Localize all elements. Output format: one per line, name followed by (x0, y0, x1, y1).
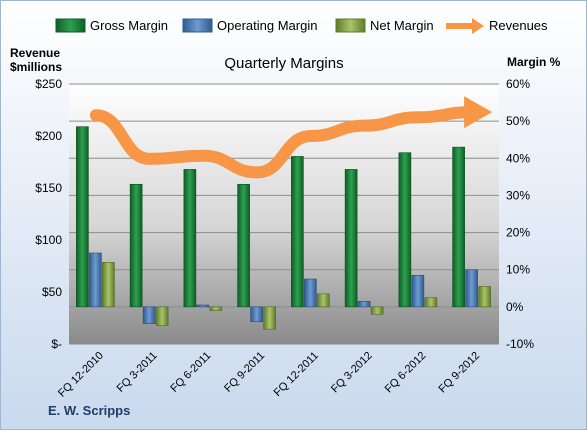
left-tick-label: $200 (35, 129, 62, 143)
left-axis-label-line1: Revenue (10, 46, 60, 60)
bar-gross-margin (452, 146, 465, 308)
bar-operating-margin (465, 269, 478, 308)
legend-label-operating-margin: Operating Margin (217, 18, 317, 33)
right-tick-label: 10% (506, 263, 530, 277)
legend: Gross Margin Operating Margin Net Margin… (55, 18, 548, 34)
bar-gross-margin (76, 126, 89, 308)
bar-net-margin (209, 306, 223, 311)
left-tick-label: $50 (42, 285, 62, 299)
bar-gross-margin (237, 183, 250, 308)
bar-gross-margin (398, 152, 412, 308)
bar-gross-margin (129, 183, 143, 308)
left-tick-label: $150 (35, 181, 62, 195)
revenue-line-path (89, 106, 479, 179)
bar-operating-margin (357, 300, 371, 308)
legend-swatch-net-margin (335, 18, 366, 33)
chart-title: Quarterly Margins (224, 55, 343, 72)
right-tick-label: 40% (506, 151, 530, 165)
bar-net-margin (478, 286, 491, 308)
bar-series (76, 126, 491, 330)
left-tick-label: $100 (35, 233, 62, 247)
bar-net-margin (370, 306, 384, 315)
bar-operating-margin (89, 252, 102, 308)
right-axis-ticks: -10% 0% 10% 20% 30% 40% 50% 60% (506, 77, 534, 351)
bar-net-margin (317, 293, 330, 308)
right-tick-label: 30% (506, 188, 530, 202)
revenue-line (89, 96, 493, 179)
legend-swatch-gross-margin (55, 18, 86, 33)
left-tick-label: $- (51, 337, 62, 351)
right-tick-label: 50% (506, 114, 530, 128)
bar-net-margin (263, 306, 276, 330)
legend-swatch-operating-margin (182, 18, 213, 33)
legend-label-revenues: Revenues (489, 18, 548, 33)
company-label: E. W. Scripps (48, 403, 130, 418)
right-tick-label: -10% (506, 337, 534, 351)
legend-label-net-margin: Net Margin (370, 18, 434, 33)
left-axis-ticks: $- $50 $100 $150 $200 $250 (35, 77, 62, 351)
legend-swatch-revenues (446, 18, 484, 34)
bar-net-margin (155, 306, 169, 326)
right-axis-label: Margin % (507, 55, 561, 69)
revenue-line-arrowhead (464, 96, 493, 129)
left-tick-label: $250 (35, 77, 62, 91)
right-tick-label: 0% (506, 300, 524, 314)
bar-net-margin (424, 297, 438, 308)
bar-operating-margin (304, 278, 317, 308)
bar-gross-margin (183, 169, 197, 308)
bar-operating-margin (142, 306, 156, 324)
legend-label-gross-margin: Gross Margin (90, 18, 168, 33)
bar-operating-margin (196, 304, 210, 308)
bar-net-margin (102, 261, 115, 308)
right-tick-label: 20% (506, 226, 530, 240)
left-axis-label-line2: $millions (10, 60, 62, 74)
bar-operating-margin (411, 274, 425, 308)
right-tick-label: 60% (506, 77, 530, 91)
bar-gross-margin (344, 169, 358, 308)
bar-operating-margin (250, 306, 263, 323)
bar-gross-margin (291, 156, 304, 308)
